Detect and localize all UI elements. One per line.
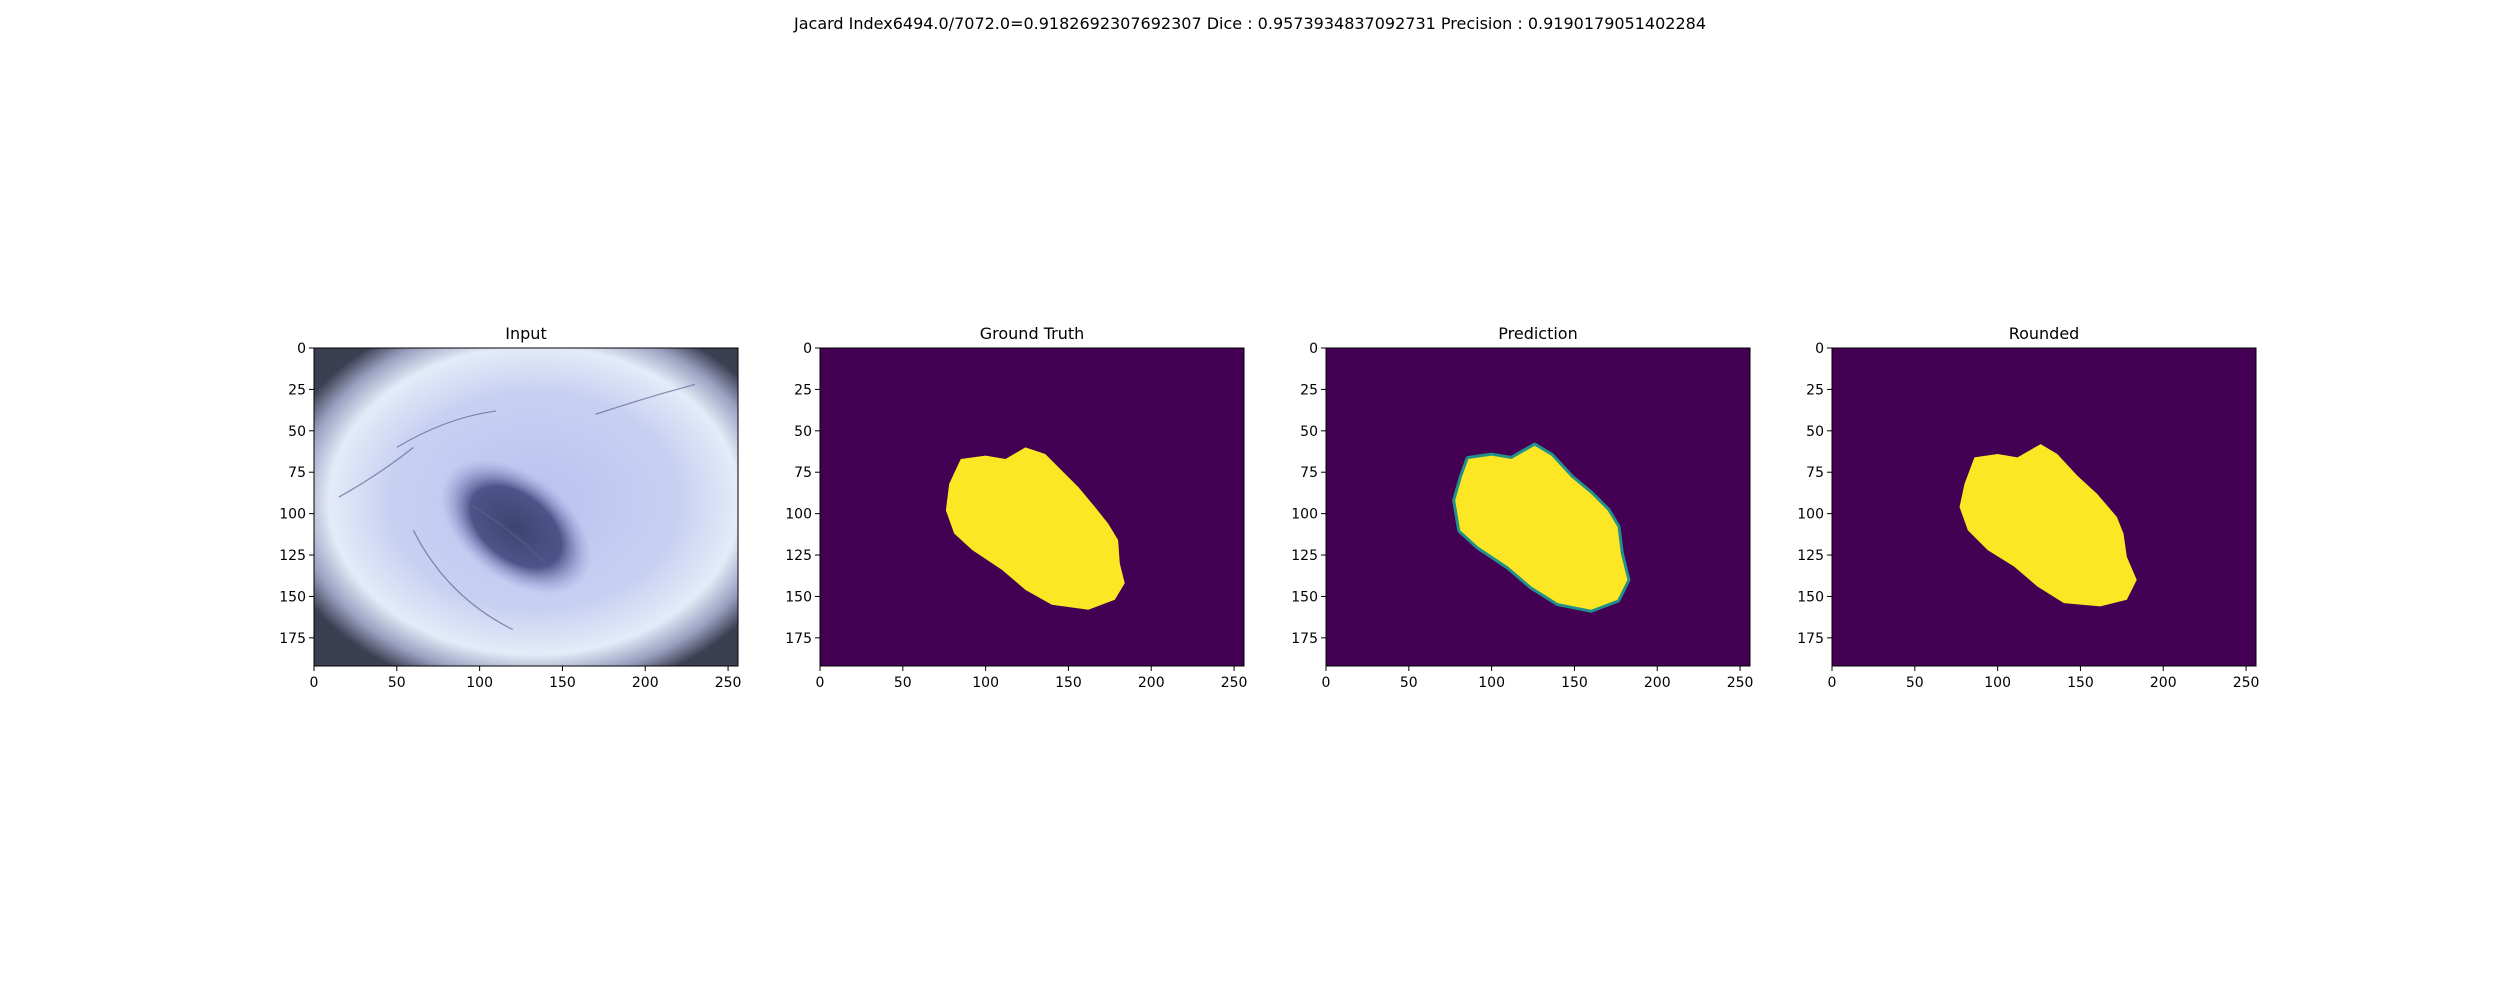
hair-strand — [471, 504, 547, 564]
figure-suptitle: Jacard Index6494.0/7072.0=0.918269230769… — [794, 14, 1706, 33]
x-tick-label: 100 — [466, 675, 493, 691]
ground-truth-plot: 0 50 100 150 200 250 0 25 50 75 100 125 150 175 — [785, 341, 1247, 691]
image-area — [1326, 348, 1750, 666]
x-tick-label: 0 — [310, 675, 319, 691]
mask-region — [945, 447, 1125, 610]
image-area — [314, 348, 738, 666]
y-tick-label: 125 — [1797, 548, 1824, 564]
x-tick-label: 100 — [1984, 675, 2011, 691]
x-tick-label: 0 — [1828, 675, 1837, 691]
y-tick-label: 100 — [1797, 507, 1824, 523]
y-tick-label: 25 — [1806, 382, 1824, 398]
x-tick-label: 250 — [1727, 675, 1754, 691]
y-tick-label: 25 — [794, 382, 812, 398]
y-tick-label: 125 — [1291, 548, 1318, 564]
y-tick-label: 0 — [297, 341, 306, 357]
y-tick-label: 50 — [794, 424, 812, 440]
x-tick-label: 150 — [2067, 675, 2094, 691]
y-tick-label: 75 — [1806, 465, 1824, 481]
axes-frame — [1831, 347, 2257, 667]
axes-frame — [819, 347, 1245, 667]
panel-ground-truth: Ground Truth 0 50 100 150 200 250 0 25 50 75 100 12… — [780, 320, 1247, 700]
mask-region — [1455, 445, 1628, 610]
mask-region — [1959, 444, 2137, 607]
y-tick-label: 125 — [279, 548, 306, 564]
y-tick-label: 75 — [288, 465, 306, 481]
y-tick-label: 75 — [1300, 465, 1318, 481]
y-tick-label: 100 — [1291, 507, 1318, 523]
y-tick-label: 150 — [785, 589, 812, 605]
y-tick-label: 150 — [1797, 589, 1824, 605]
y-tick-label: 0 — [1309, 341, 1318, 357]
panel-input: Input 0 50 100 150 200 250 0 25 50 75 100 125 150 175 — [274, 320, 741, 700]
panel-title-prediction: Prediction — [1498, 324, 1578, 343]
hair-strand — [595, 383, 696, 415]
y-tick-label: 0 — [1815, 341, 1824, 357]
rounded-plot: 0 50 100 150 200 250 0 25 50 75 100 125 150 175 — [1797, 341, 2259, 691]
x-tick-label: 50 — [894, 675, 912, 691]
y-tick-label: 25 — [288, 382, 306, 398]
x-tick-label: 250 — [1221, 675, 1248, 691]
y-tick-label: 175 — [279, 631, 306, 647]
x-tick-label: 250 — [715, 675, 742, 691]
x-tick-label: 200 — [632, 675, 659, 691]
x-tick-label: 200 — [2150, 675, 2177, 691]
x-tick-label: 150 — [549, 675, 576, 691]
y-tick-label: 75 — [794, 465, 812, 481]
x-tick-label: 150 — [1561, 675, 1588, 691]
input-plot: 0 50 100 150 200 250 0 25 50 75 100 125 150 175 — [279, 341, 741, 691]
axes-frame — [1325, 347, 1751, 667]
x-tick-label: 150 — [1055, 675, 1082, 691]
panel-title-ground-truth: Ground Truth — [979, 324, 1085, 343]
x-tick-label: 50 — [1906, 675, 1924, 691]
prediction-plot: 0 50 100 150 200 250 0 25 50 75 100 125 150 175 — [1291, 341, 1753, 691]
y-tick-label: 175 — [785, 631, 812, 647]
x-tick-label: 100 — [972, 675, 999, 691]
x-tick-label: 50 — [1400, 675, 1418, 691]
y-tick-label: 50 — [1300, 424, 1318, 440]
image-area — [1832, 348, 2256, 666]
panel-title-input: Input — [505, 324, 547, 343]
y-tick-label: 150 — [279, 589, 306, 605]
panel-rounded: Rounded 0 50 100 150 200 250 0 25 50 75 100 125 150 1… — [1792, 320, 2259, 700]
y-tick-label: 0 — [803, 341, 812, 357]
hair-strand — [396, 410, 497, 448]
hair-strand — [338, 446, 414, 498]
y-tick-label: 175 — [1797, 631, 1824, 647]
lesion-blob — [440, 459, 592, 595]
image-area — [820, 348, 1244, 666]
y-tick-label: 100 — [785, 507, 812, 523]
x-tick-label: 200 — [1644, 675, 1671, 691]
y-tick-label: 100 — [279, 507, 306, 523]
y-tick-label: 125 — [785, 548, 812, 564]
hair-strand — [412, 529, 514, 631]
y-tick-label: 150 — [1291, 589, 1318, 605]
panel-prediction: Prediction 0 50 100 150 200 250 0 25 50 75 100 125 1… — [1286, 320, 1753, 700]
panel-title-rounded: Rounded — [2008, 324, 2080, 343]
x-tick-label: 100 — [1478, 675, 1505, 691]
y-tick-label: 25 — [1300, 382, 1318, 398]
x-tick-label: 250 — [2233, 675, 2260, 691]
x-tick-label: 50 — [388, 675, 406, 691]
x-tick-label: 0 — [1322, 675, 1331, 691]
x-tick-label: 200 — [1138, 675, 1165, 691]
axes-frame — [313, 347, 739, 667]
y-tick-label: 50 — [288, 424, 306, 440]
x-tick-label: 0 — [816, 675, 825, 691]
y-tick-label: 50 — [1806, 424, 1824, 440]
y-tick-label: 175 — [1291, 631, 1318, 647]
